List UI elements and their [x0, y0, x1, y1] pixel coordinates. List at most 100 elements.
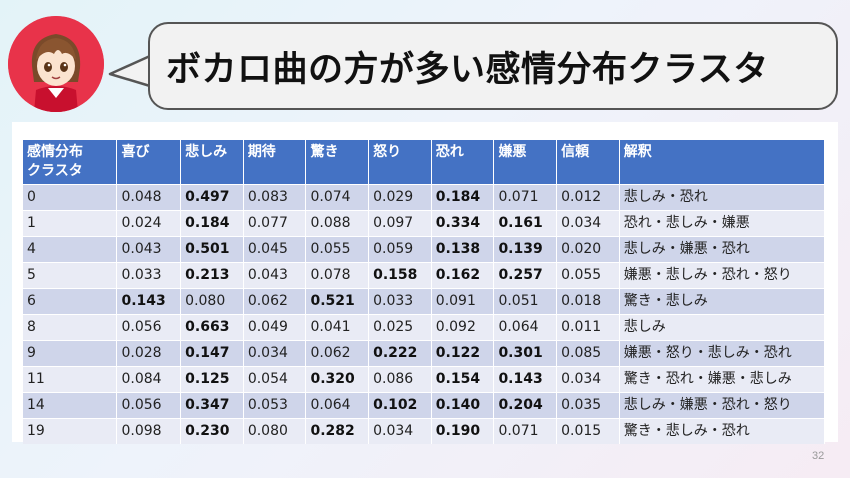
interpretation-cell: 悲しみ・嫌悪・恐れ・怒り [619, 392, 826, 419]
emotion-value-cell: 0.043 [243, 262, 307, 289]
emotion-value-cell: 0.334 [431, 210, 495, 237]
emotion-value-cell: 0.080 [243, 418, 307, 444]
table-row: 6 0.143 0.080 0.062 0.521 0.033 0.091 0.051 0.01… [23, 288, 826, 315]
emotion-value-cell: 0.663 [180, 314, 244, 341]
cluster-id-cell: 4 [23, 236, 118, 263]
table-row: 14 0.056 0.347 0.053 0.064 0.102 0.140 0.204 0.0… [23, 392, 826, 419]
emotion-value-cell: 0.074 [305, 184, 370, 211]
column-header: 怒り [368, 140, 432, 185]
emotion-value-cell: 0.034 [368, 418, 432, 444]
cluster-id-cell: 14 [23, 392, 118, 419]
emotion-value-cell: 0.034 [243, 340, 307, 367]
emotion-value-cell: 0.521 [305, 288, 370, 315]
emotion-value-cell: 0.125 [180, 366, 244, 393]
speech-bubble-tail [108, 54, 152, 90]
column-header: 恐れ [431, 140, 495, 185]
emotion-value-cell: 0.184 [431, 184, 495, 211]
emotion-value-cell: 0.102 [368, 392, 432, 419]
interpretation-cell: 驚き・悲しみ・恐れ [619, 418, 826, 444]
emotion-value-cell: 0.018 [556, 288, 620, 315]
emotion-value-cell: 0.062 [243, 288, 307, 315]
cluster-id-cell: 9 [23, 340, 118, 367]
emotion-value-cell: 0.028 [116, 340, 182, 367]
emotion-value-cell: 0.059 [368, 236, 432, 263]
emotion-value-cell: 0.143 [493, 366, 558, 393]
cluster-id-cell: 6 [23, 288, 118, 315]
interpretation-cell: 驚き・悲しみ [619, 288, 826, 315]
emotion-value-cell: 0.055 [556, 262, 620, 289]
emotion-value-cell: 0.282 [305, 418, 370, 444]
emotion-value-cell: 0.033 [116, 262, 182, 289]
table-row: 11 0.084 0.125 0.054 0.320 0.086 0.154 0.143 0.0… [23, 366, 826, 393]
table-row: 8 0.056 0.663 0.049 0.041 0.025 0.092 0.064 0.01… [23, 314, 826, 341]
page-number: 32 [812, 450, 825, 462]
table-row: 5 0.033 0.213 0.043 0.078 0.158 0.162 0.257 0.05… [23, 262, 826, 289]
interpretation-cell: 嫌悪・悲しみ・恐れ・怒り [619, 262, 826, 289]
emotion-value-cell: 0.033 [368, 288, 432, 315]
column-header: 喜び [116, 140, 182, 185]
emotion-value-cell: 0.011 [556, 314, 620, 341]
emotion-value-cell: 0.301 [493, 340, 558, 367]
emotion-value-cell: 0.034 [556, 366, 620, 393]
table-row: 19 0.098 0.230 0.080 0.282 0.034 0.190 0.071 0.0… [23, 418, 826, 444]
interpretation-cell: 恐れ・悲しみ・嫌悪 [619, 210, 826, 237]
emotion-value-cell: 0.048 [116, 184, 182, 211]
column-header: 悲しみ [180, 140, 244, 185]
emotion-value-cell: 0.204 [493, 392, 558, 419]
emotion-value-cell: 0.045 [243, 236, 307, 263]
emotion-value-cell: 0.056 [116, 314, 182, 341]
emotion-value-cell: 0.077 [243, 210, 307, 237]
table-row: 4 0.043 0.501 0.045 0.055 0.059 0.138 0.139 0.02… [23, 236, 826, 263]
column-header: 嫌悪 [493, 140, 558, 185]
emotion-value-cell: 0.122 [431, 340, 495, 367]
emotion-value-cell: 0.139 [493, 236, 558, 263]
emotion-value-cell: 0.041 [305, 314, 370, 341]
speech-bubble [148, 22, 838, 110]
emotion-value-cell: 0.064 [493, 314, 558, 341]
emotion-value-cell: 0.025 [368, 314, 432, 341]
cluster-id-cell: 1 [23, 210, 118, 237]
emotion-value-cell: 0.154 [431, 366, 495, 393]
emotion-value-cell: 0.055 [305, 236, 370, 263]
emotion-cluster-table: 感情分布 クラスタ 喜び 悲しみ 期待 驚き 怒り 恐れ 嫌悪 信頼 解釈 0 0.048 0.497 0… [23, 140, 826, 444]
emotion-value-cell: 0.190 [431, 418, 495, 444]
emotion-value-cell: 0.080 [180, 288, 244, 315]
emotion-value-cell: 0.071 [493, 418, 558, 444]
emotion-value-cell: 0.062 [305, 340, 370, 367]
emotion-value-cell: 0.043 [116, 236, 182, 263]
emotion-value-cell: 0.091 [431, 288, 495, 315]
emotion-value-cell: 0.020 [556, 236, 620, 263]
emotion-value-cell: 0.347 [180, 392, 244, 419]
slide-title: ボカロ曲の方が多い感情分布クラスタ [166, 49, 769, 90]
emotion-value-cell: 0.086 [368, 366, 432, 393]
emotion-value-cell: 0.056 [116, 392, 182, 419]
emotion-value-cell: 0.051 [493, 288, 558, 315]
column-header: 期待 [243, 140, 307, 185]
emotion-value-cell: 0.092 [431, 314, 495, 341]
interpretation-cell: 悲しみ [619, 314, 826, 341]
table-header-row: 感情分布 クラスタ 喜び 悲しみ 期待 驚き 怒り 恐れ 嫌悪 信頼 解釈 [23, 140, 826, 185]
table-row: 9 0.028 0.147 0.034 0.062 0.222 0.122 0.301 0.08… [23, 340, 826, 367]
emotion-value-cell: 0.015 [556, 418, 620, 444]
emotion-value-cell: 0.078 [305, 262, 370, 289]
emotion-value-cell: 0.143 [116, 288, 182, 315]
emotion-value-cell: 0.230 [180, 418, 244, 444]
emotion-value-cell: 0.213 [180, 262, 244, 289]
emotion-value-cell: 0.029 [368, 184, 432, 211]
table-body: 0 0.048 0.497 0.083 0.074 0.029 0.184 0.071 0.01… [23, 184, 826, 444]
emotion-value-cell: 0.257 [493, 262, 558, 289]
emotion-value-cell: 0.162 [431, 262, 495, 289]
emotion-value-cell: 0.138 [431, 236, 495, 263]
column-header: 驚き [305, 140, 370, 185]
interpretation-cell: 驚き・恐れ・嫌悪・悲しみ [619, 366, 826, 393]
cluster-id-cell: 8 [23, 314, 118, 341]
emotion-value-cell: 0.161 [493, 210, 558, 237]
emotion-value-cell: 0.012 [556, 184, 620, 211]
cluster-id-cell: 5 [23, 262, 118, 289]
interpretation-cell: 嫌悪・怒り・悲しみ・恐れ [619, 340, 826, 367]
emotion-value-cell: 0.071 [493, 184, 558, 211]
emotion-value-cell: 0.024 [116, 210, 182, 237]
column-header: 信頼 [556, 140, 620, 185]
cluster-id-cell: 11 [23, 366, 118, 393]
